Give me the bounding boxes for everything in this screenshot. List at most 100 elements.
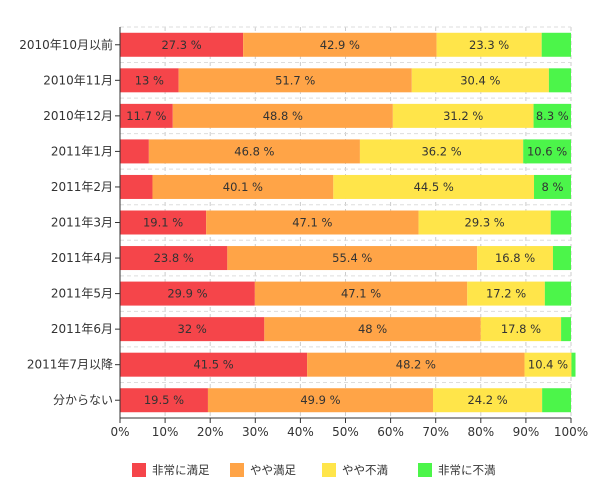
- bar-segment: [541, 32, 571, 57]
- data-label: 55.4 %: [332, 251, 372, 265]
- data-label: 49.9 %: [300, 393, 340, 407]
- data-label: 44.5 %: [414, 180, 454, 194]
- y-tick-label: 2010年11月: [43, 73, 113, 87]
- x-tick-label: 0%: [110, 425, 129, 439]
- data-label: 48.8 %: [263, 109, 303, 123]
- bar-segment: [120, 317, 265, 342]
- x-tick-label: 50%: [332, 425, 359, 439]
- data-label: 51.7 %: [275, 73, 315, 87]
- data-label: 19.1 %: [143, 216, 183, 230]
- bar-segment: [120, 281, 255, 306]
- bar-segment: [534, 174, 571, 199]
- data-label: 30.4 %: [460, 73, 500, 87]
- bar-segment: [480, 317, 562, 342]
- bar-segment: [307, 352, 525, 377]
- bar-segment: [333, 174, 535, 199]
- data-label: 24.2 %: [467, 393, 507, 407]
- data-label: 36.2 %: [421, 144, 461, 158]
- legend-swatch: [322, 463, 336, 477]
- bar-segment: [477, 246, 553, 271]
- y-tick-label: 分からない: [53, 393, 113, 407]
- bar-segment: [206, 210, 419, 235]
- data-label: 48 %: [358, 322, 387, 336]
- bar-segment: [120, 32, 244, 57]
- data-label: 13 %: [135, 73, 164, 87]
- bar-segment: [542, 388, 571, 413]
- bar-segment: [571, 352, 576, 377]
- y-tick-label: 2010年12月: [43, 109, 113, 123]
- y-tick-label: 2011年6月: [51, 322, 113, 336]
- bar-segment: [172, 103, 393, 128]
- bar-segment: [550, 210, 571, 235]
- data-label: 29.9 %: [167, 287, 207, 301]
- bar-segment: [418, 210, 551, 235]
- data-label: 23.3 %: [469, 38, 509, 52]
- x-tick-label: 20%: [197, 425, 224, 439]
- x-tick-label: 60%: [377, 425, 404, 439]
- data-label: 42.9 %: [320, 38, 360, 52]
- data-label: 46.8 %: [234, 144, 274, 158]
- bar-segment: [467, 281, 545, 306]
- bar-segment: [120, 139, 149, 164]
- legend-swatch: [230, 463, 244, 477]
- y-tick-label: 2010年10月以前: [19, 37, 113, 52]
- x-tick-label: 30%: [242, 425, 269, 439]
- data-label: 10.4 %: [528, 358, 568, 372]
- bar-segment: [523, 139, 571, 164]
- bar-segment: [524, 352, 572, 377]
- bar-segment: [533, 103, 571, 128]
- bar-segment: [548, 68, 571, 93]
- x-tick-label: 10%: [152, 425, 179, 439]
- bar-segment: [207, 388, 433, 413]
- data-label: 40.1 %: [223, 180, 263, 194]
- bar-segment: [120, 103, 173, 128]
- data-label: 47.1 %: [292, 216, 332, 230]
- x-tick-label: 80%: [467, 425, 494, 439]
- bar-segment: [227, 246, 478, 271]
- legend-label: やや満足: [250, 463, 296, 477]
- data-label: 8.3 %: [536, 109, 569, 123]
- x-tick-label: 70%: [422, 425, 449, 439]
- data-label: 27.3 %: [161, 38, 201, 52]
- data-label: 29.3 %: [465, 216, 505, 230]
- bar-segment: [392, 103, 534, 128]
- data-label: 31.2 %: [443, 109, 483, 123]
- bar-segment: [120, 68, 179, 93]
- bar-segment: [120, 388, 208, 413]
- x-tick-label: 40%: [287, 425, 314, 439]
- data-label: 11.7 %: [126, 109, 166, 123]
- bar-segment: [120, 246, 228, 271]
- bar-segment: [359, 139, 524, 164]
- y-tick-label: 2011年5月: [51, 287, 113, 301]
- bar-segment: [120, 210, 207, 235]
- y-tick-label: 2011年1月: [51, 144, 113, 158]
- bar-segment: [264, 317, 481, 342]
- bar-segment: [178, 68, 412, 93]
- y-tick-label: 2011年2月: [51, 180, 113, 194]
- data-label: 41.5 %: [193, 358, 233, 372]
- legend-swatch: [418, 463, 432, 477]
- bar-segment: [411, 68, 549, 93]
- x-tick-label: 100%: [554, 425, 588, 439]
- bar-segment: [243, 32, 437, 57]
- data-label: 8 %: [542, 180, 564, 194]
- legend-label: 非常に不満: [438, 463, 496, 477]
- x-tick-label: 90%: [513, 425, 540, 439]
- bar-segment: [544, 281, 571, 306]
- data-label: 19.5 %: [144, 393, 184, 407]
- bar-segment: [152, 174, 334, 199]
- y-tick-label: 2011年4月: [51, 251, 113, 265]
- y-tick-label: 2011年3月: [51, 216, 113, 230]
- bar-segment: [120, 352, 308, 377]
- data-label: 23.8 %: [154, 251, 194, 265]
- y-tick-label: 2011年7月以降: [27, 358, 113, 372]
- bar-segment: [432, 388, 543, 413]
- data-label: 16.8 %: [495, 251, 535, 265]
- legend-label: やや不満: [342, 463, 388, 477]
- bar-segment: [148, 139, 360, 164]
- data-label: 32 %: [178, 322, 207, 336]
- bar-segment: [561, 317, 571, 342]
- data-label: 10.6 %: [527, 144, 567, 158]
